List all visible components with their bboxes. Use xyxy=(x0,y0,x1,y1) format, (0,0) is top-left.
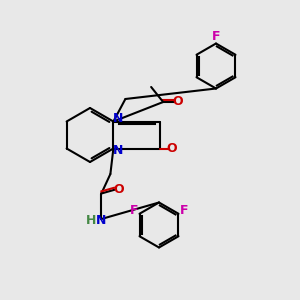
Text: F: F xyxy=(130,204,138,217)
Text: H: H xyxy=(86,214,96,227)
Text: O: O xyxy=(173,95,184,109)
Text: N: N xyxy=(96,214,106,227)
Text: O: O xyxy=(113,183,124,196)
Text: N: N xyxy=(113,143,123,157)
Text: F: F xyxy=(212,30,220,44)
Text: O: O xyxy=(167,142,178,155)
Text: F: F xyxy=(180,204,188,217)
Text: N: N xyxy=(113,112,123,125)
